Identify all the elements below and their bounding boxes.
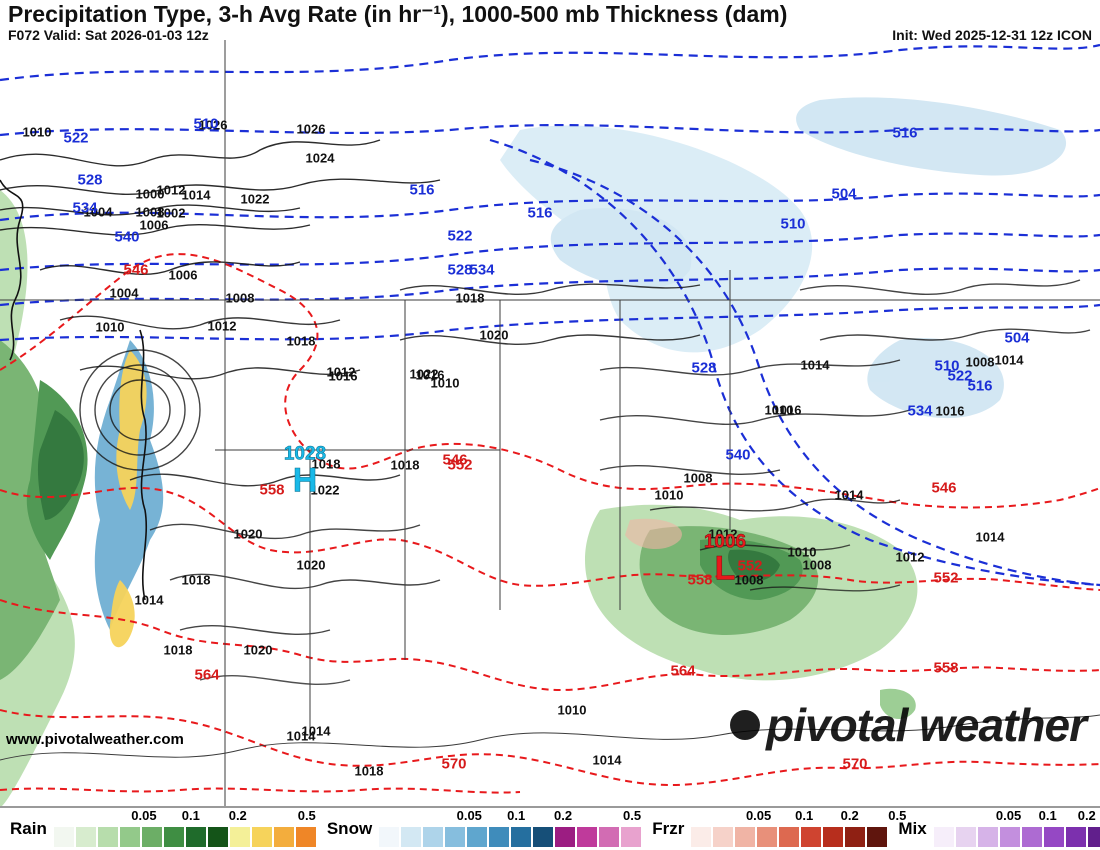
- snow-swatch-10[interactable]: [598, 826, 620, 848]
- snow-swatch-row[interactable]: 0.05 0.1 0.2 0.5: [378, 822, 642, 848]
- snow-tick-2: 0.2: [554, 808, 572, 823]
- mix-swatch-5[interactable]: [1043, 826, 1065, 848]
- mix-swatch-3[interactable]: [999, 826, 1021, 848]
- frzr-swatch-1[interactable]: [712, 826, 734, 848]
- snow-swatch-0[interactable]: [378, 826, 400, 848]
- rain-swatch-1[interactable]: [75, 826, 97, 848]
- mix-swatch-2[interactable]: [977, 826, 999, 848]
- weather-map-app: Precipitation Type, 3-h Avg Rate (in hr⁻…: [0, 0, 1100, 850]
- rain-swatch-9[interactable]: [251, 826, 273, 848]
- rain-tick-0: 0.05: [131, 808, 156, 823]
- frzr-swatch-4[interactable]: [778, 826, 800, 848]
- rain-tick-2: 0.2: [229, 808, 247, 823]
- legend-group-rain: Rain 0.05 0.1 0.2 0.5: [0, 808, 317, 850]
- frzr-tick-1: 0.1: [795, 808, 813, 823]
- init-time-label: Init: Wed 2025-12-31 12z ICON: [892, 27, 1092, 43]
- rain-swatch-11[interactable]: [295, 826, 317, 848]
- rain-swatch-3[interactable]: [119, 826, 141, 848]
- snow-tick-0: 0.05: [457, 808, 482, 823]
- rain-tick-1: 0.1: [182, 808, 200, 823]
- frzr-swatch-0[interactable]: [690, 826, 712, 848]
- rain-tick-3: 0.5: [298, 808, 316, 823]
- brand-watermark: pivotal weather: [730, 698, 1086, 752]
- rain-legend-label: Rain: [10, 819, 47, 839]
- snow-swatch-9[interactable]: [576, 826, 598, 848]
- snow-swatch-11[interactable]: [620, 826, 642, 848]
- rain-swatch-8[interactable]: [229, 826, 251, 848]
- site-url-label: www.pivotalweather.com: [6, 731, 184, 748]
- snow-swatch-7[interactable]: [532, 826, 554, 848]
- mix-tick-0: 0.05: [996, 808, 1021, 823]
- frzr-legend-label: Frzr: [652, 819, 684, 839]
- mix-tick-1: 0.1: [1039, 808, 1057, 823]
- frzr-swatch-row[interactable]: 0.05 0.1 0.2 0.5: [690, 822, 888, 848]
- frzr-swatch-6[interactable]: [822, 826, 844, 848]
- frzr-swatch-3[interactable]: [756, 826, 778, 848]
- frzr-swatch-8[interactable]: [866, 826, 888, 848]
- northern-snow-layer: [500, 97, 1066, 418]
- sierra-precip-layer: [95, 340, 163, 647]
- frzr-swatch-7[interactable]: [844, 826, 866, 848]
- mix-swatch-7[interactable]: [1087, 826, 1100, 848]
- chart-title: Precipitation Type, 3-h Avg Rate (in hr⁻…: [8, 2, 1092, 26]
- mix-swatch-4[interactable]: [1021, 826, 1043, 848]
- legend-group-mix: Mix 0.050.10.20.5: [888, 808, 1100, 850]
- rain-swatch-10[interactable]: [273, 826, 295, 848]
- frzr-tick-2: 0.2: [841, 808, 859, 823]
- snow-tick-3: 0.5: [623, 808, 641, 823]
- precip-legend-bar: Rain 0.05 0.1 0.2 0.5 Snow 0.05 0.1 0.2 0.5 Fr…: [0, 806, 1100, 850]
- rain-swatch-2[interactable]: [97, 826, 119, 848]
- snow-swatch-3[interactable]: [444, 826, 466, 848]
- snow-swatch-6[interactable]: [510, 826, 532, 848]
- legend-group-snow: Snow 0.05 0.1 0.2 0.5: [317, 808, 642, 850]
- snow-swatch-4[interactable]: [466, 826, 488, 848]
- rain-swatch-5[interactable]: [163, 826, 185, 848]
- rain-swatch-7[interactable]: [207, 826, 229, 848]
- header: Precipitation Type, 3-h Avg Rate (in hr⁻…: [8, 2, 1092, 43]
- snow-swatch-5[interactable]: [488, 826, 510, 848]
- rain-swatch-row[interactable]: 0.05 0.1 0.2 0.5: [53, 822, 317, 848]
- mix-legend-label: Mix: [898, 819, 926, 839]
- snow-tick-1: 0.1: [507, 808, 525, 823]
- weather-map[interactable]: 1026 1010 1000 1012 1014 1004 1022 1002 1006 1008…: [0, 40, 1100, 808]
- rain-swatch-0[interactable]: [53, 826, 75, 848]
- gear-icon: [730, 710, 760, 740]
- frzr-swatch-5[interactable]: [800, 826, 822, 848]
- frzr-tick-0: 0.05: [746, 808, 771, 823]
- mix-swatch-1[interactable]: [955, 826, 977, 848]
- snow-swatch-1[interactable]: [400, 826, 422, 848]
- mix-swatch-6[interactable]: [1065, 826, 1087, 848]
- rain-swatch-6[interactable]: [185, 826, 207, 848]
- snow-swatch-8[interactable]: [554, 826, 576, 848]
- legend-group-frzr: Frzr 0.05 0.1 0.2 0.5: [642, 808, 888, 850]
- snow-legend-label: Snow: [327, 819, 372, 839]
- rain-swatch-4[interactable]: [141, 826, 163, 848]
- map-svg: [0, 40, 1100, 808]
- snow-swatch-2[interactable]: [422, 826, 444, 848]
- frzr-swatch-2[interactable]: [734, 826, 756, 848]
- mix-swatch-0[interactable]: [933, 826, 955, 848]
- mix-swatch-row[interactable]: 0.050.10.20.5: [933, 822, 1100, 848]
- valid-time-label: F072 Valid: Sat 2026-01-03 12z: [8, 27, 209, 43]
- mix-tick-2: 0.2: [1078, 808, 1096, 823]
